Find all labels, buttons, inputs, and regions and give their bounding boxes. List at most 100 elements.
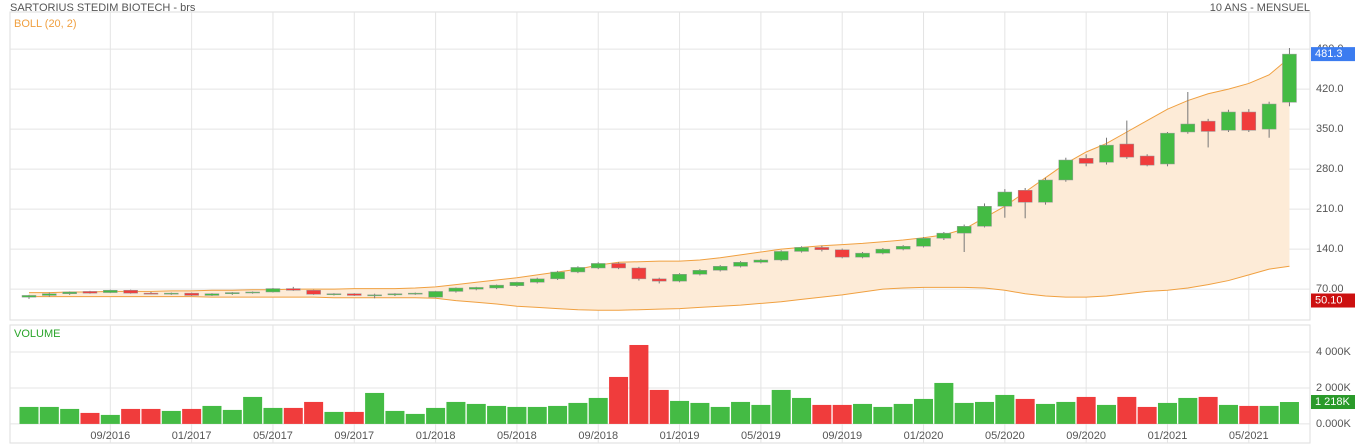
y-tick-label: 2 000K (1316, 382, 1352, 394)
x-tick-label: 09/2016 (90, 430, 130, 442)
indicator-label: BOLL (20, 2) (14, 18, 77, 30)
candle-body (469, 287, 484, 290)
volume-bar (1157, 402, 1177, 424)
candle-body (773, 251, 789, 261)
volume-bar (1015, 398, 1035, 424)
price-marker (1311, 293, 1355, 308)
volume-bar (975, 401, 995, 424)
candle-body (855, 252, 870, 258)
candle-body (1017, 190, 1033, 203)
volume-bar (568, 402, 588, 424)
volume-bar (19, 406, 39, 424)
volume-title: VOLUME (14, 328, 60, 340)
candle-body (916, 238, 931, 247)
candle-body (1038, 179, 1053, 203)
volume-bar (283, 407, 303, 424)
candle-body (834, 249, 850, 258)
candle-body (651, 278, 667, 282)
volume-bar (1096, 404, 1116, 424)
x-tick-label: 05/2019 (741, 430, 781, 442)
candle-body (875, 248, 891, 254)
x-tick-label: 05/2017 (253, 430, 293, 442)
candle-body (82, 291, 98, 294)
x-tick-label: 01/2019 (660, 430, 700, 442)
volume-bar (995, 394, 1015, 424)
volume-bar (141, 408, 161, 424)
candle-body (1241, 111, 1257, 131)
volume-bar (1178, 397, 1198, 424)
volume-bar (1198, 396, 1218, 424)
volume-bar (243, 396, 263, 424)
volume-bar (446, 401, 466, 424)
volume-bar (873, 406, 893, 424)
volume-bar (405, 413, 425, 424)
candle-body (164, 292, 179, 295)
x-tick-label: 09/2017 (334, 430, 374, 442)
volume-panel (9, 324, 1311, 444)
y-tick-label: 350.0 (1316, 123, 1344, 135)
volume-bar (893, 403, 913, 424)
candle-body (712, 266, 728, 271)
volume-bar (588, 397, 608, 424)
y-tick-label: 4 000K (1316, 346, 1352, 358)
volume-bar (548, 405, 568, 424)
volume-bar (832, 404, 852, 424)
x-tick-label: 09/2018 (578, 430, 618, 442)
candle-body (1282, 53, 1297, 103)
candle-body (672, 274, 687, 282)
volume-bar (1056, 401, 1076, 424)
volume-bar (914, 398, 934, 424)
candle-body (1160, 132, 1175, 165)
y-tick-label: 0.000K (1316, 418, 1352, 430)
volume-bar (487, 405, 507, 424)
volume-bar (263, 407, 283, 424)
price-panel (9, 11, 1311, 321)
candle-body (733, 262, 748, 267)
candle-body (550, 271, 565, 280)
volume-bar (1036, 403, 1055, 424)
volume-bar (710, 406, 730, 424)
volume-bar (629, 344, 649, 424)
candle-body (1200, 120, 1216, 132)
band-line (29, 265, 1290, 311)
candle-body (1261, 103, 1277, 130)
y-tick-label: 70.00 (1316, 283, 1344, 295)
volume-bar (1259, 405, 1279, 424)
y-tick-label: 280.0 (1316, 163, 1344, 175)
volume-bar (731, 401, 751, 424)
x-tick-label: 05/2018 (497, 430, 537, 442)
candle-body (936, 232, 952, 239)
volume-bar (182, 408, 202, 424)
candle-body (1139, 155, 1155, 166)
labels: 70.00140.0210.0280.0350.0420.0490.009/20… (90, 43, 1355, 442)
volume-bar (690, 402, 710, 424)
volume-bar (121, 408, 141, 424)
candle-body (245, 291, 260, 294)
volume-bar (385, 410, 405, 424)
price-marker-label: 50.10 (1315, 294, 1343, 306)
volume-bar (853, 403, 873, 424)
volume-bar (812, 404, 832, 424)
volume-marker-label: 1 218K (1315, 396, 1351, 408)
candle-body (1058, 159, 1074, 181)
candle-body (1078, 158, 1094, 164)
candle-body (408, 292, 423, 295)
candle-body (21, 295, 37, 298)
candle-body (753, 259, 769, 263)
x-tick-label: 01/2017 (172, 430, 212, 442)
candle-body (1119, 143, 1135, 158)
candle-body (265, 288, 281, 293)
volume-bar (365, 392, 385, 424)
candle-body (123, 290, 138, 294)
x-tick-label: 05/2020 (985, 430, 1025, 442)
candle-body (692, 270, 708, 275)
candle-body (509, 282, 525, 286)
candle-body (956, 226, 972, 234)
candle-body (347, 293, 362, 296)
volume-bar (80, 412, 100, 424)
candle-body (977, 206, 992, 227)
volume-bar (222, 409, 242, 424)
candle-body (143, 292, 159, 295)
x-tick-label: 05/2021 (1229, 430, 1269, 442)
volume-bar (1076, 396, 1096, 424)
